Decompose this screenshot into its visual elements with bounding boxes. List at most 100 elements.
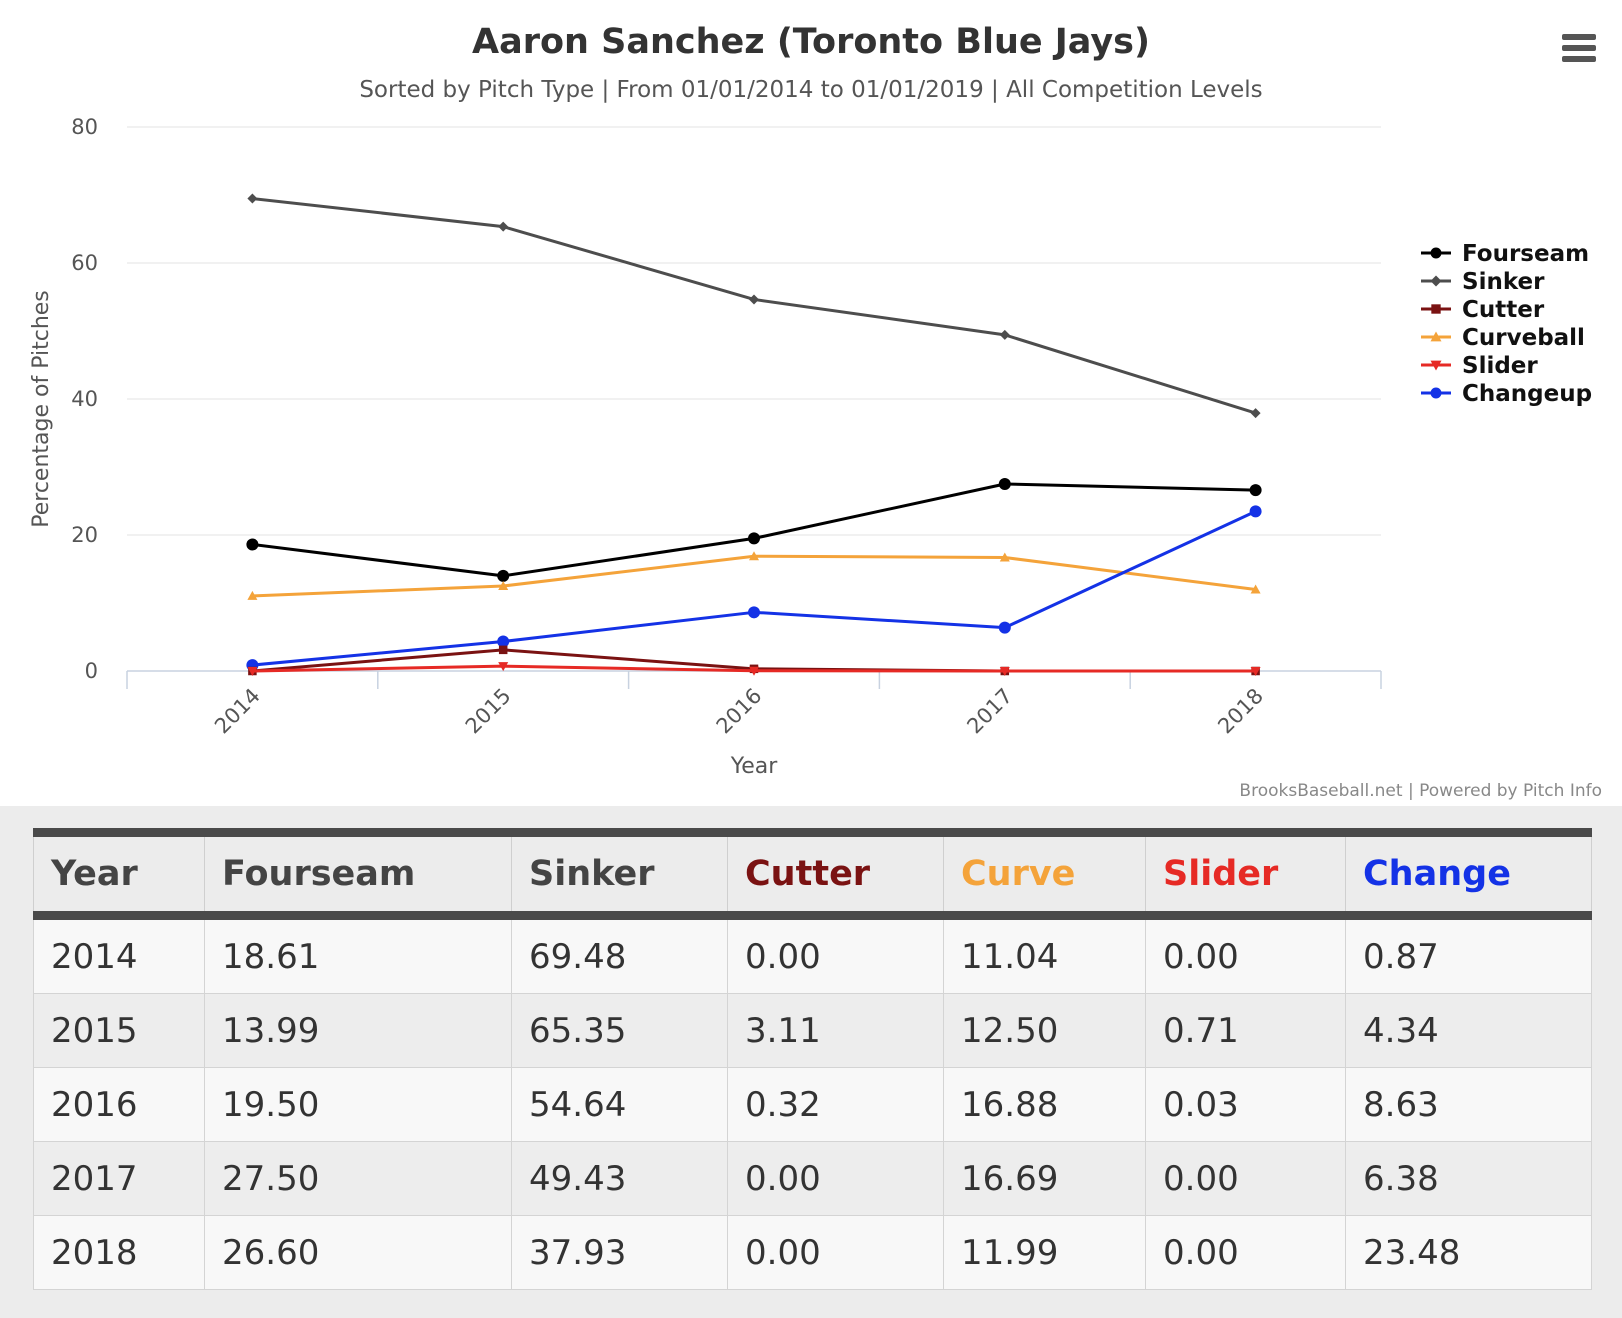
point-curveball[interactable] [1250,584,1261,594]
series-changeup [246,505,1262,672]
legend-marker-cutter[interactable] [1431,304,1441,314]
table-cell: 18.61 [204,915,512,994]
point-sinker[interactable] [749,294,759,305]
table-cell: 54.64 [511,1067,728,1142]
table-row: 2014 18.61 69.48 0.00 11.04 0.00 0.87 [33,915,1592,994]
point-fourseam[interactable] [246,538,259,551]
point-slider[interactable] [498,662,509,672]
column-header-fourseam[interactable]: Fourseam [204,828,512,920]
table-cell: 16.88 [943,1067,1146,1142]
legend-item-curveball[interactable]: Curveball [1421,325,1585,351]
point-changeup[interactable] [998,621,1011,634]
table-cell: 2015 [33,993,205,1068]
column-header-year[interactable]: Year [33,828,205,920]
legend-item-changeup[interactable]: Changeup [1421,381,1592,407]
legend-label[interactable]: Sinker [1462,269,1545,295]
chart-credits[interactable]: BrooksBaseball.net | Powered by Pitch In… [1239,781,1602,801]
table-cell: 0.71 [1145,993,1346,1068]
x-axis-title: Year [730,754,779,779]
table-cell: 0.00 [1145,1215,1346,1290]
table-cell: 0.00 [727,1215,944,1290]
table-cell: 4.34 [1345,993,1592,1068]
legend-item-fourseam[interactable]: Fourseam [1421,241,1589,267]
table-row: 2018 26.60 37.93 0.00 11.99 0.00 23.48 [33,1215,1592,1290]
table-cell: 16.69 [943,1141,1146,1216]
point-changeup[interactable] [1249,505,1262,518]
table-row: 2015 13.99 65.35 3.11 12.50 0.71 4.34 [33,993,1592,1068]
table-cell: 0.00 [1145,915,1346,994]
table-row: 2017 27.50 49.43 0.00 16.69 0.00 6.38 [33,1141,1592,1216]
table-cell: 0.32 [727,1067,944,1142]
point-changeup[interactable] [497,635,510,648]
legend-marker-changeup[interactable] [1430,387,1442,399]
table-cell: 49.43 [511,1141,728,1216]
legend-marker-slider[interactable] [1430,360,1442,371]
legend-item-slider[interactable]: Slider [1421,353,1538,379]
table-cell: 11.99 [943,1215,1146,1290]
series-line-sinker[interactable] [252,197,1257,415]
table-cell: 0.00 [727,915,944,994]
table-cell: 37.93 [511,1215,728,1290]
table-cell: 69.48 [511,915,728,994]
legend[interactable]: FourseamSinkerCutterCurveballSliderChang… [1421,241,1592,407]
table-cell: 23.48 [1345,1215,1592,1290]
x-tick-label: 2017 [962,684,1017,739]
column-header-slider[interactable]: Slider [1145,828,1346,920]
table-row: 2016 19.50 54.64 0.32 16.88 0.03 8.63 [33,1067,1592,1142]
series-sinker [247,193,1261,419]
table-cell: 12.50 [943,993,1146,1068]
table-header-row: Year Fourseam Sinker Cutter Curve Slider Chang… [33,828,1592,920]
point-fourseam[interactable] [748,532,760,545]
x-tick-label: 2014 [210,684,265,739]
legend-marker-fourseam[interactable] [1430,247,1442,259]
table-cell: 6.38 [1345,1141,1592,1216]
point-curveball[interactable] [999,552,1010,562]
chart-menu-button[interactable] [1562,34,1596,62]
column-header-sinker[interactable]: Sinker [511,828,728,920]
table-cell: 13.99 [204,993,512,1068]
legend-label[interactable]: Changeup [1462,381,1592,407]
column-header-change[interactable]: Change [1345,828,1592,920]
column-header-cutter[interactable]: Cutter [727,828,944,920]
point-sinker[interactable] [999,329,1010,340]
chart-subtitle: Sorted by Pitch Type | From 01/01/2014 t… [359,77,1262,103]
point-slider[interactable] [999,667,1010,676]
point-slider[interactable] [749,666,759,676]
legend-label[interactable]: Cutter [1462,297,1545,323]
column-header-curve[interactable]: Curve [943,828,1146,920]
point-curveball[interactable] [498,581,509,590]
series-layer [246,193,1262,676]
point-fourseam[interactable] [497,569,510,582]
chart-title: Aaron Sanchez (Toronto Blue Jays) [472,22,1150,62]
point-curveball[interactable] [247,590,258,600]
y-tick-label: 0 [85,659,98,683]
point-slider[interactable] [1250,667,1261,676]
point-sinker[interactable] [1250,408,1261,419]
point-fourseam[interactable] [1249,484,1262,497]
pitch-usage-chart: Aaron Sanchez (Toronto Blue Jays) Sorted… [29,22,1602,801]
point-sinker[interactable] [247,193,258,204]
table-cell: 2014 [33,915,205,994]
point-sinker[interactable] [498,221,509,232]
legend-label[interactable]: Slider [1462,353,1538,379]
legend-marker-sinker[interactable] [1430,275,1442,287]
legend-item-cutter[interactable]: Cutter [1421,297,1545,323]
legend-label[interactable]: Fourseam [1462,241,1589,267]
legend-label[interactable]: Curveball [1462,325,1585,351]
point-fourseam[interactable] [998,478,1011,490]
y-axis-title: Percentage of Pitches [29,290,54,528]
point-slider[interactable] [247,667,258,676]
point-cutter[interactable] [498,645,508,655]
table-body: 2014 18.61 69.48 0.00 11.04 0.00 0.87 2015 13.99… [33,915,1592,1290]
x-tick-label: 2018 [1213,684,1268,739]
point-curveball[interactable] [749,551,759,561]
chart-panel: Aaron Sanchez (Toronto Blue Jays) Sorted… [0,0,1622,806]
table-cell: 0.87 [1345,915,1592,994]
legend-item-sinker[interactable]: Sinker [1421,269,1545,295]
series-fourseam [246,478,1262,582]
series-line-fourseam[interactable] [252,482,1256,578]
table-cell: 2017 [33,1141,205,1216]
legend-marker-curveball[interactable] [1430,331,1442,342]
table-cell: 19.50 [204,1067,512,1142]
point-changeup[interactable] [748,606,760,619]
